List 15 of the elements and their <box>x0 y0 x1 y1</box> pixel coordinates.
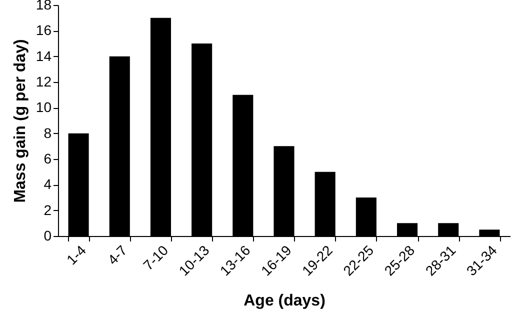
y-tick-label: 4 <box>44 176 52 192</box>
y-tick-label: 0 <box>44 228 52 244</box>
x-tick-label: 1-4 <box>63 242 90 268</box>
y-tick-label: 18 <box>36 0 52 12</box>
y-tick-label: 6 <box>44 150 52 166</box>
x-axis-title: Age (days) <box>244 292 326 310</box>
y-tick-label: 2 <box>44 202 52 218</box>
y-tick-label: 16 <box>36 22 52 38</box>
y-tick-label: 8 <box>44 124 52 141</box>
x-tick-label: 7-10 <box>140 242 172 274</box>
x-tick-label: 4-7 <box>104 242 130 268</box>
y-tick-label: 10 <box>36 99 52 116</box>
y-axis-title: Mass gain (g per day) <box>12 39 29 203</box>
y-tick-label: 14 <box>36 48 52 64</box>
y-tick-label: 12 <box>36 74 52 90</box>
